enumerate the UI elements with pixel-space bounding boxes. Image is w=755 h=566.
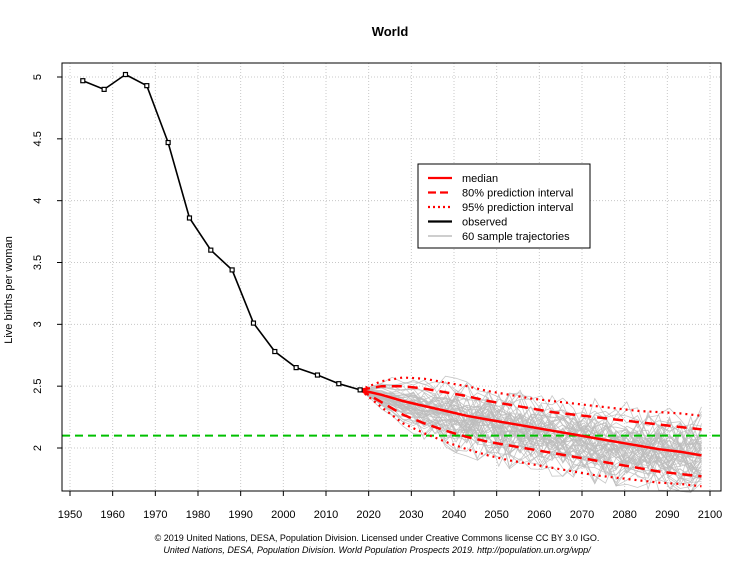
y-tick-label: 2 — [32, 445, 44, 451]
sample-trajectory — [359, 375, 702, 437]
x-tick-label: 2030 — [399, 509, 423, 521]
x-tick-label: 2060 — [527, 509, 551, 521]
y-tick-label: 4 — [32, 198, 44, 204]
x-tick-label: 2040 — [442, 509, 466, 521]
x-tick-label: 2070 — [570, 509, 594, 521]
legend-label: observed — [462, 217, 507, 229]
legend: median 80% prediction interval 95% predict… — [417, 163, 591, 249]
x-tick-label: 1960 — [100, 509, 124, 521]
legend-label: 95% prediction interval — [462, 202, 573, 214]
plot-frame — [61, 62, 722, 492]
sample-trajectory — [360, 389, 702, 469]
chart-title: World — [372, 24, 409, 39]
x-tick-label: 2020 — [356, 509, 380, 521]
observed-point — [293, 365, 299, 371]
sample-trajectory — [359, 389, 702, 469]
median-group — [359, 388, 702, 457]
sample-trajectory — [360, 381, 702, 450]
observed-point — [122, 71, 129, 78]
pi95-upper-line — [359, 376, 702, 417]
x-tick-label: 1980 — [186, 509, 210, 521]
x-tick-label: 2000 — [271, 509, 295, 521]
observed-point — [314, 372, 321, 378]
axes: 1950 1960 1970 1980 1990 2000 2010 2020 2030 2040… — [32, 74, 722, 521]
observed-point — [101, 86, 107, 92]
y-tick-label: 2.5 — [32, 379, 44, 394]
sample-trajectory — [359, 389, 702, 480]
pi80-lower-line — [359, 388, 702, 478]
prediction-intervals — [359, 376, 702, 488]
y-tick-label: 4.5 — [32, 131, 44, 146]
x-tick-label: 2050 — [484, 509, 508, 521]
observed-point — [336, 381, 342, 387]
observed-point — [165, 139, 171, 146]
x-tick-label: 2090 — [655, 509, 679, 521]
observed-point — [144, 83, 150, 89]
legend-label: 80% prediction interval — [462, 188, 573, 200]
y-tick-label: 5 — [32, 74, 44, 80]
observed-point — [357, 387, 363, 393]
median-line — [359, 388, 702, 457]
x-tick-label: 1950 — [58, 509, 82, 521]
observed-point — [208, 247, 214, 253]
sample-trajectory — [360, 387, 702, 450]
x-tick-label: 1970 — [143, 509, 167, 521]
observed-point — [250, 320, 257, 326]
legend-label: 60 sample trajectories — [462, 231, 570, 243]
sample-trajectories — [359, 375, 702, 494]
y-axis-label: Live births per woman — [3, 236, 15, 344]
x-tick-label: 2010 — [314, 509, 338, 521]
sample-trajectory — [359, 389, 702, 492]
legend-label: median — [462, 173, 498, 185]
y-tick-label: 3 — [32, 321, 44, 327]
footer-source: United Nations, DESA, Population Divisio… — [163, 545, 592, 555]
sample-trajectory — [359, 389, 702, 477]
sample-trajectory — [359, 389, 702, 493]
x-tick-label: 2080 — [612, 509, 636, 521]
pi80-upper-line — [359, 384, 702, 431]
x-tick-label: 1990 — [228, 509, 252, 521]
sample-trajectory — [360, 386, 702, 454]
observed-point — [80, 78, 86, 84]
y-tick-label: 3.5 — [32, 255, 44, 270]
x-tick-label: 2100 — [698, 509, 722, 521]
observed-point — [186, 215, 193, 221]
observed-group — [80, 71, 363, 393]
sample-trajectory — [360, 389, 702, 451]
sample-trajectory — [359, 389, 702, 491]
sample-trajectory — [360, 389, 702, 468]
grid — [62, 63, 721, 491]
observed-line — [82, 73, 361, 391]
observed-point — [272, 348, 278, 355]
footer-copyright: © 2019 United Nations, DESA, Population … — [155, 533, 600, 543]
observed-point — [229, 267, 235, 273]
